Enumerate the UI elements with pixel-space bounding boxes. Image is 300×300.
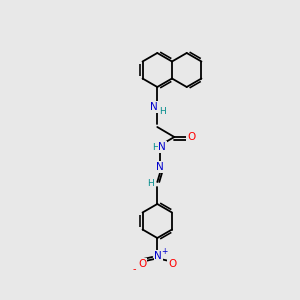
- Text: N: N: [150, 102, 158, 112]
- Text: O: O: [187, 132, 195, 142]
- Text: N: N: [154, 251, 162, 261]
- Text: N: N: [158, 142, 166, 152]
- Text: H: H: [152, 142, 159, 152]
- Text: -: -: [133, 264, 136, 274]
- Text: O: O: [138, 259, 146, 269]
- Text: +: +: [161, 247, 167, 256]
- Text: O: O: [168, 259, 176, 269]
- Text: H: H: [159, 106, 166, 116]
- Text: H: H: [147, 179, 154, 188]
- Text: N: N: [156, 162, 164, 172]
